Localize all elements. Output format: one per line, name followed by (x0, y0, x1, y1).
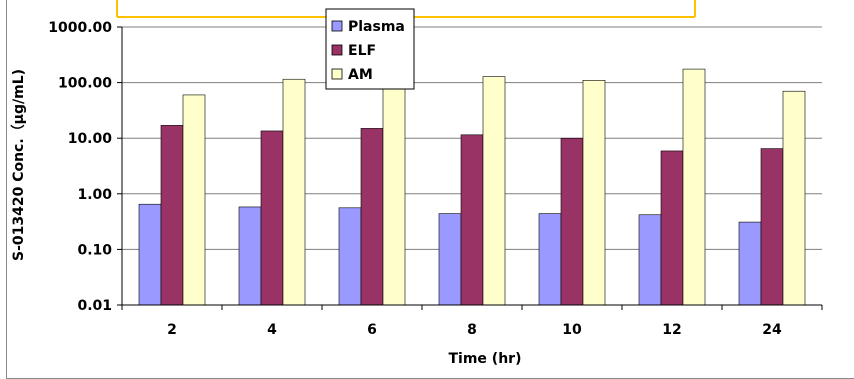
bar-elf-8 (460, 134, 484, 306)
bar-plasma-12 (638, 214, 662, 306)
y-tick-label: 1000.00 (48, 20, 112, 36)
x-axis-label: Time (hr) (449, 351, 522, 367)
y-tick-label: 100.00 (58, 76, 112, 92)
y-tick-label: 0.10 (77, 242, 112, 258)
y-tick-label: 1.00 (77, 187, 112, 203)
legend-label-plasma: Plasma (348, 19, 405, 35)
bar-elf-24 (760, 148, 784, 306)
y-tick-label: 10.00 (68, 131, 113, 147)
bar-am-8 (482, 76, 506, 306)
bar-plasma-24 (738, 221, 762, 306)
y-axis-label: S-013420 Conc.（μg/mL) (11, 69, 27, 261)
x-tick-label: 4 (267, 322, 277, 338)
bar-am-6 (382, 88, 406, 306)
y-tick-labels: 0.01 0.10 1.00 10.00 100.00 1000.00 (48, 20, 112, 314)
bar-plasma-6 (338, 207, 362, 306)
bar-am-24 (782, 90, 806, 306)
bar-plasma-10 (538, 213, 562, 306)
legend-swatch-plasma (331, 20, 343, 32)
bar-elf-4 (260, 130, 284, 306)
x-tick-label: 8 (467, 322, 477, 338)
bar-plasma-8 (438, 213, 462, 306)
x-tick-label: 6 (367, 322, 377, 338)
bar-am-2 (182, 94, 206, 306)
legend-label-elf: ELF (348, 43, 376, 59)
bar-elf-2 (160, 125, 184, 306)
legend-swatch-am (331, 68, 343, 80)
legend: Plasma ELF AM (325, 8, 415, 90)
x-tick-labels: 2 4 6 8 10 12 24 (167, 322, 782, 338)
x-tick-label: 12 (662, 322, 681, 338)
bar-elf-6 (360, 128, 384, 306)
y-tick-label: 0.01 (77, 298, 112, 314)
bar-elf-12 (660, 150, 684, 306)
bar-am-12 (682, 68, 706, 306)
legend-label-am: AM (348, 67, 373, 83)
x-tick-label: 24 (762, 322, 782, 338)
bar-plasma-2 (138, 203, 162, 306)
bars (138, 68, 806, 306)
legend-swatch-elf (331, 44, 343, 56)
bar-am-4 (282, 78, 306, 306)
x-tick-label: 2 (167, 322, 177, 338)
bar-am-10 (582, 79, 606, 306)
bar-plasma-4 (238, 206, 262, 306)
axes (117, 26, 823, 310)
x-tick-label: 10 (562, 322, 582, 338)
bar-elf-10 (560, 137, 584, 306)
